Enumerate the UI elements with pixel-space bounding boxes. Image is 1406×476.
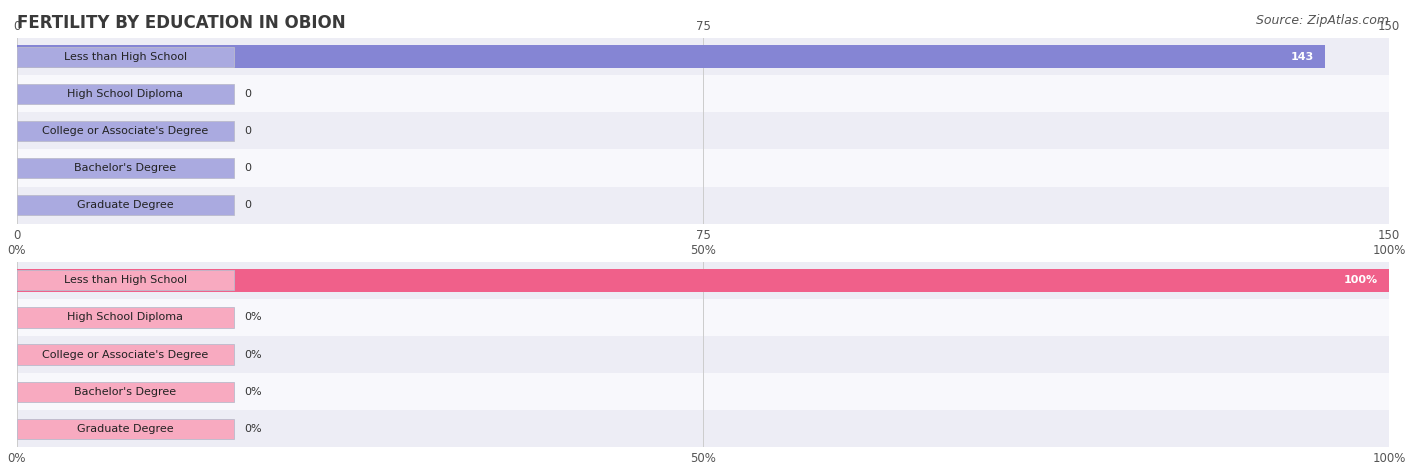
Bar [17, 121, 233, 141]
Bar [17, 299, 1389, 336]
Bar [17, 158, 233, 178]
Text: Graduate Degree: Graduate Degree [77, 424, 173, 434]
Bar [17, 410, 1389, 447]
Bar [17, 187, 1389, 224]
Text: Less than High School: Less than High School [63, 275, 187, 286]
Bar [17, 270, 233, 290]
Text: College or Associate's Degree: College or Associate's Degree [42, 349, 208, 360]
Text: College or Associate's Degree: College or Associate's Degree [42, 126, 208, 136]
Bar [17, 345, 233, 365]
Bar [17, 149, 1389, 187]
Text: High School Diploma: High School Diploma [67, 89, 183, 99]
Text: Bachelor's Degree: Bachelor's Degree [75, 387, 176, 397]
Text: 0%: 0% [245, 312, 263, 323]
Text: 0%: 0% [245, 349, 263, 360]
Bar [17, 336, 1389, 373]
Text: Graduate Degree: Graduate Degree [77, 200, 173, 210]
Bar [17, 373, 1389, 410]
Text: 0: 0 [245, 89, 252, 99]
Text: Less than High School: Less than High School [63, 51, 187, 62]
Bar [17, 262, 1389, 299]
Text: 100%: 100% [1344, 275, 1378, 286]
Text: 0%: 0% [245, 387, 263, 397]
Bar [17, 112, 1389, 149]
Bar [17, 419, 233, 439]
Text: 0: 0 [245, 126, 252, 136]
Text: Source: ZipAtlas.com: Source: ZipAtlas.com [1256, 14, 1389, 27]
Bar [17, 307, 233, 327]
Text: 0: 0 [245, 163, 252, 173]
Bar [17, 45, 1324, 68]
Text: High School Diploma: High School Diploma [67, 312, 183, 323]
Bar [17, 47, 233, 67]
Text: FERTILITY BY EDUCATION IN OBION: FERTILITY BY EDUCATION IN OBION [17, 14, 346, 32]
Bar [17, 38, 1389, 75]
Bar [17, 75, 1389, 112]
Bar [17, 269, 1389, 292]
Text: 143: 143 [1291, 51, 1315, 62]
Bar [17, 382, 233, 402]
Bar [17, 195, 233, 215]
Text: 0: 0 [245, 200, 252, 210]
Text: Bachelor's Degree: Bachelor's Degree [75, 163, 176, 173]
Bar [17, 84, 233, 104]
Text: 0%: 0% [245, 424, 263, 434]
